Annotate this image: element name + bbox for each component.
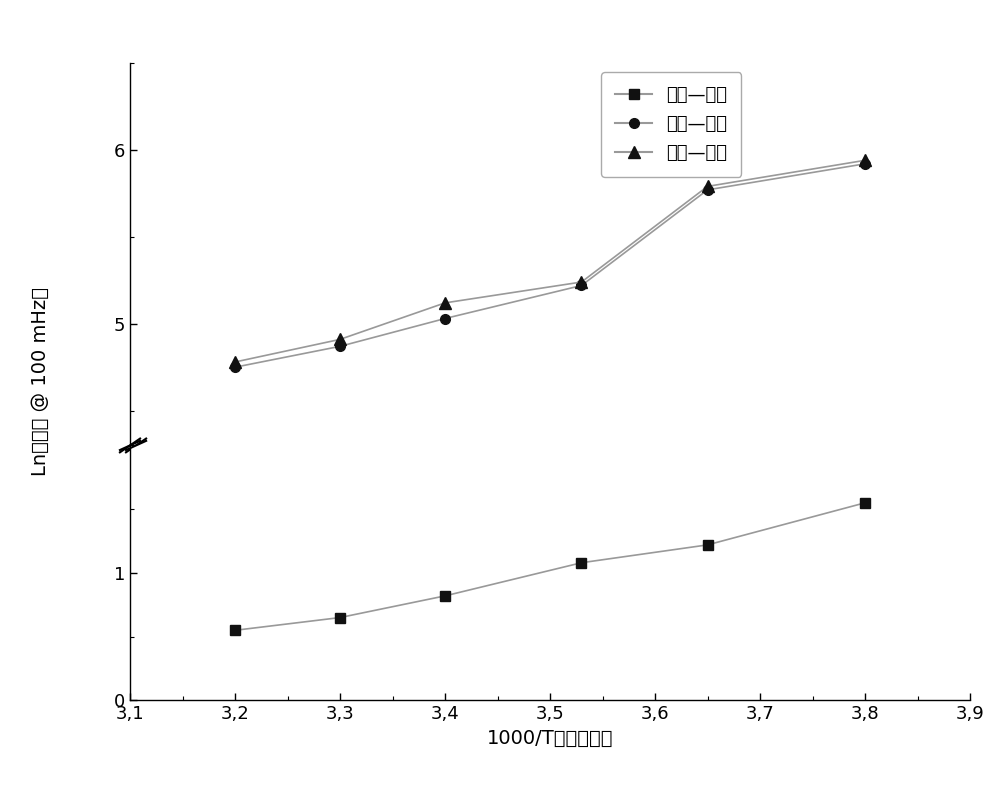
- Text: Ln（阻抗 @ 100 mHz）: Ln（阻抗 @ 100 mHz）: [30, 287, 50, 476]
- Legend: 阳极—阴极, 阳极—参考, 阴极—参考: 阳极—阴极, 阳极—参考, 阴极—参考: [601, 72, 741, 176]
- X-axis label: 1000/T（开氏度）: 1000/T（开氏度）: [487, 729, 613, 748]
